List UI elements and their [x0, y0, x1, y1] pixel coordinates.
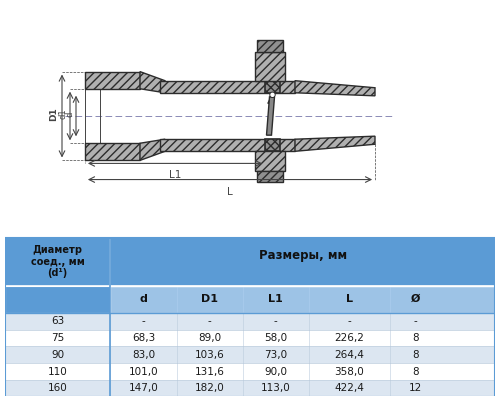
Text: -: - [414, 316, 417, 326]
Text: L1: L1 [268, 294, 283, 304]
Text: -: - [348, 316, 351, 326]
Text: 113,0: 113,0 [261, 383, 290, 394]
Polygon shape [140, 72, 165, 93]
Text: d1: d1 [58, 109, 68, 119]
Text: 110: 110 [48, 367, 68, 377]
Polygon shape [265, 81, 280, 93]
Text: Диаметр
соед., мм
(d¹): Диаметр соед., мм (d¹) [30, 245, 84, 278]
Polygon shape [85, 143, 140, 160]
Text: -: - [208, 316, 212, 326]
Text: 58,0: 58,0 [264, 333, 287, 343]
Text: 358,0: 358,0 [334, 367, 364, 377]
Bar [5, 238, 495, 286]
Text: d: d [66, 111, 74, 117]
Text: 103,6: 103,6 [194, 350, 224, 360]
Bar [5, 313, 495, 330]
Text: -: - [142, 316, 146, 326]
Polygon shape [295, 81, 375, 96]
Text: 264,4: 264,4 [334, 350, 364, 360]
Text: L1: L1 [169, 170, 181, 180]
Polygon shape [266, 97, 274, 135]
Text: 83,0: 83,0 [132, 350, 155, 360]
Text: 8: 8 [412, 333, 418, 343]
Text: 101,0: 101,0 [128, 367, 158, 377]
Text: 226,2: 226,2 [334, 333, 364, 343]
Text: 147,0: 147,0 [128, 383, 158, 394]
Text: 68,3: 68,3 [132, 333, 155, 343]
Polygon shape [257, 172, 283, 182]
Text: d: d [140, 294, 147, 304]
Text: 160: 160 [48, 383, 68, 394]
Text: 89,0: 89,0 [198, 333, 221, 343]
Text: 75: 75 [51, 333, 64, 343]
Polygon shape [295, 136, 375, 151]
Text: 422,4: 422,4 [334, 383, 364, 394]
Text: 90,0: 90,0 [264, 367, 287, 377]
Text: Размеры, мм: Размеры, мм [258, 249, 346, 262]
Polygon shape [255, 52, 285, 81]
Bar [5, 330, 495, 346]
Bar [5, 286, 110, 313]
Text: L: L [346, 294, 352, 304]
Text: Ø: Ø [410, 294, 420, 304]
Bar [5, 346, 495, 363]
Circle shape [270, 92, 275, 97]
Circle shape [271, 93, 274, 96]
Text: 182,0: 182,0 [194, 383, 224, 394]
Text: -: - [274, 316, 278, 326]
Polygon shape [265, 139, 280, 151]
Text: 63: 63 [51, 316, 64, 326]
Text: 131,6: 131,6 [194, 367, 224, 377]
Polygon shape [255, 151, 285, 172]
Bar [5, 380, 495, 397]
Polygon shape [257, 40, 283, 52]
Text: D1: D1 [50, 107, 58, 121]
Polygon shape [160, 139, 295, 151]
Text: 90: 90 [51, 350, 64, 360]
Text: 8: 8 [412, 367, 418, 377]
Text: 12: 12 [409, 383, 422, 394]
Bar [5, 363, 495, 380]
Text: L: L [227, 187, 233, 197]
Polygon shape [85, 72, 140, 89]
Text: D1: D1 [201, 294, 218, 304]
Polygon shape [140, 139, 165, 160]
Polygon shape [160, 81, 295, 93]
Bar [110, 286, 495, 313]
Text: 8: 8 [412, 350, 418, 360]
Text: 73,0: 73,0 [264, 350, 287, 360]
